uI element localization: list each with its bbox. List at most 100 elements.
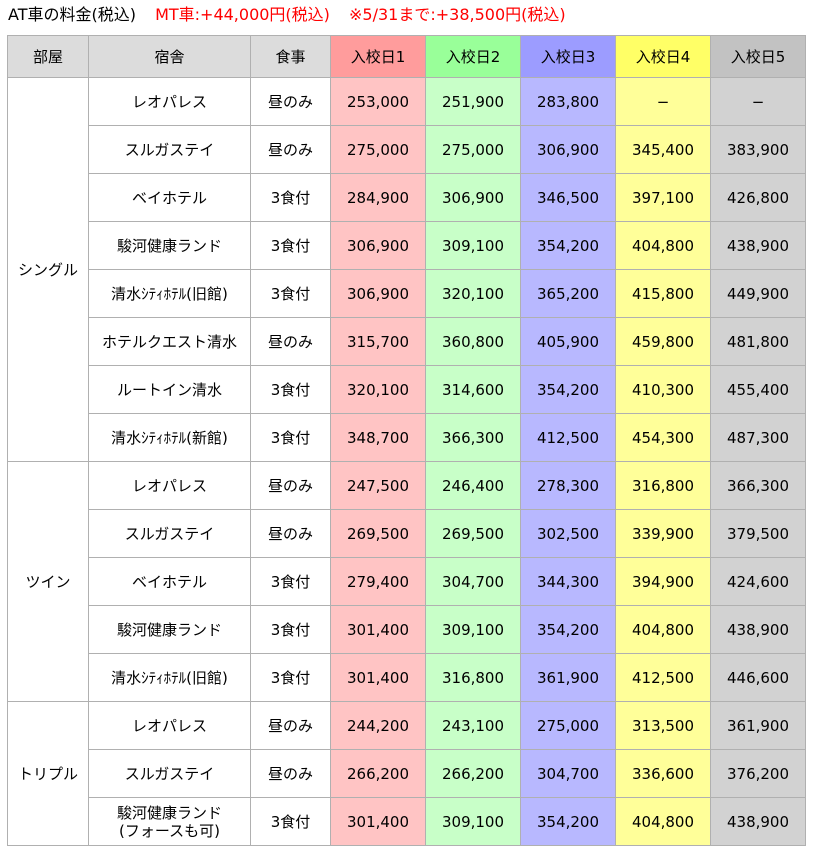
hotel-cell: スルガステイ — [88, 749, 251, 798]
price-cell-day2: 243,100 — [425, 701, 521, 750]
table-row: シングル レオパレス 昼のみ 253,000 251,900 283,800− − — [7, 77, 806, 462]
price-cell-day4: 415,800 — [615, 269, 711, 318]
price-cell-day5: 438,900 — [710, 797, 806, 846]
price-cell-day1: 284,900 — [330, 173, 426, 222]
mt-surcharge-note: MT車:+44,000円(税込) — [155, 5, 330, 24]
price-cell-day5: 438,900 — [710, 605, 806, 654]
hotel-name: ルートイン清水 — [116, 380, 222, 399]
price-cell-day1: 348,700 — [330, 413, 426, 462]
price-cell-day4: 404,800 — [615, 221, 711, 270]
meal-cell: 昼のみ — [250, 749, 331, 798]
table-row: 清水ｼﾃｨﾎﾃﾙ(旧館) 3食付 301,400 316,800 361,900 412,… — [8, 653, 806, 702]
col-header-day3: 入校日3 — [520, 35, 616, 78]
hotel-name: 清水ｼﾃｨﾎﾃﾙ(旧館) — [111, 284, 228, 303]
price-cell-day5: 455,400 — [710, 365, 806, 414]
col-header-day5: 入校日5 — [710, 35, 806, 78]
price-cell-day3: 405,900 — [520, 317, 616, 366]
price-cell-day5: 487,300 — [710, 413, 806, 462]
price-table: 部屋 宿舎 食事 入校日1 入校日2 入校日3 入校日4 入校日5 シングル レオ… — [7, 35, 806, 846]
price-cell-day1: 315,700 — [330, 317, 426, 366]
hotel-name: ベイホテル — [131, 188, 207, 207]
table-row: ホテルクエスト清水 昼のみ 315,700 360,800 405,900 459,800… — [8, 317, 806, 366]
header-row: 部屋 宿舎 食事 入校日1 入校日2 入校日3 入校日4 入校日5 — [7, 35, 806, 78]
table-row: ツイン レオパレス 昼のみ 247,500 246,400 278,300 316,800 3… — [7, 461, 806, 702]
price-cell-day2: 309,100 — [425, 221, 521, 270]
price-cell-day3: 283,800 — [520, 77, 616, 126]
room-type-cell: トリプル — [7, 701, 89, 846]
price-cell-day3: 304,700 — [520, 749, 616, 798]
price-cell-day1: 279,400 — [330, 557, 426, 606]
hotel-cell: 清水ｼﾃｨﾎﾃﾙ(旧館) — [88, 269, 251, 318]
hotel-cell: ベイホテル — [88, 557, 251, 606]
price-cell-day4: 404,800 — [615, 797, 711, 846]
price-cell-day4: − — [615, 77, 711, 126]
hotel-name: 清水ｼﾃｨﾎﾃﾙ(旧館) — [111, 668, 228, 687]
price-cell-day4: 412,500 — [615, 653, 711, 702]
price-cell-day3: 354,200 — [520, 365, 616, 414]
table-row: ルートイン清水 3食付 320,100 314,600 354,200 410,300 45… — [8, 365, 806, 414]
table-row: ベイホテル 3食付 279,400 304,700 344,300 394,900 424,… — [8, 557, 806, 606]
hotel-name: ホテルクエスト清水 — [101, 332, 237, 351]
price-cell-day2: 269,500 — [425, 509, 521, 558]
price-cell-day5: 379,500 — [710, 509, 806, 558]
meal-cell: 3食付 — [250, 365, 331, 414]
price-cell-day1: 301,400 — [330, 605, 426, 654]
price-cell-day1: 266,200 — [330, 749, 426, 798]
col-header-room: 部屋 — [7, 35, 89, 78]
price-cell-day1: 275,000 — [330, 125, 426, 174]
table-row: スルガステイ 昼のみ 275,000 275,000 306,900 345,400 383… — [8, 125, 806, 174]
price-cell-day4: 459,800 — [615, 317, 711, 366]
meal-cell: 3食付 — [250, 269, 331, 318]
price-cell-day3: 354,200 — [520, 605, 616, 654]
price-cell-day4: 394,900 — [615, 557, 711, 606]
price-cell-day2: 304,700 — [425, 557, 521, 606]
hotel-name: 清水ｼﾃｨﾎﾃﾙ(新館) — [111, 428, 228, 447]
price-cell-day1: 247,500 — [330, 461, 426, 510]
meal-cell: 3食付 — [250, 797, 331, 846]
price-cell-day1: 253,000 — [330, 77, 426, 126]
hotel-cell: スルガステイ — [88, 509, 251, 558]
hotel-cell: レオパレス — [88, 77, 251, 126]
price-cell-day2: 275,000 — [425, 125, 521, 174]
meal-cell: 昼のみ — [250, 77, 331, 126]
meal-cell: 3食付 — [250, 221, 331, 270]
price-cell-day4: 404,800 — [615, 605, 711, 654]
price-cell-day1: 269,500 — [330, 509, 426, 558]
price-cell-day1: 306,900 — [330, 269, 426, 318]
hotel-cell: 清水ｼﾃｨﾎﾃﾙ(新館) — [88, 413, 251, 462]
table-row: スルガステイ 昼のみ 269,500 269,500 302,500 339,900 379… — [8, 509, 806, 558]
price-cell-day3: 346,500 — [520, 173, 616, 222]
hotel-cell: ホテルクエスト清水 — [88, 317, 251, 366]
hotel-cell: 駿河健康ランド — [88, 605, 251, 654]
hotel-name: レオパレス — [131, 716, 207, 735]
early-surcharge-note: ※5/31まで:+38,500円(税込) — [349, 5, 566, 24]
hotel-cell: 駿河健康ランド — [88, 221, 251, 270]
price-cell-day2: 309,100 — [425, 797, 521, 846]
hotel-name: スルガステイ — [124, 524, 215, 543]
hotel-cell: 清水ｼﾃｨﾎﾃﾙ(旧館) — [88, 653, 251, 702]
col-header-hotel: 宿舎 — [88, 35, 251, 78]
hotel-cell: レオパレス — [88, 461, 251, 510]
price-cell-day1: 306,900 — [330, 221, 426, 270]
price-header: AT車の料金(税込) MT車:+44,000円(税込) ※5/31まで:+38,… — [8, 5, 566, 25]
table-row: 清水ｼﾃｨﾎﾃﾙ(旧館) 3食付 306,900 320,100 365,200 415,… — [8, 269, 806, 318]
hotel-cell: スルガステイ — [88, 125, 251, 174]
price-cell-day3: 365,200 — [520, 269, 616, 318]
price-cell-day5: 366,300 — [710, 461, 806, 510]
price-cell-day5: 438,900 — [710, 221, 806, 270]
hotel-name: ベイホテル — [131, 572, 207, 591]
room-type-cell: シングル — [7, 77, 89, 462]
price-cell-day5: 376,200 — [710, 749, 806, 798]
price-cell-day5: − — [710, 77, 806, 126]
col-header-day2: 入校日2 — [425, 35, 521, 78]
price-cell-day2: 316,800 — [425, 653, 521, 702]
price-cell-day3: 302,500 — [520, 509, 616, 558]
meal-cell: 昼のみ — [250, 461, 331, 510]
price-cell-day4: 397,100 — [615, 173, 711, 222]
hotel-name: 駿河健康ランド — [116, 236, 222, 255]
price-cell-day2: 251,900 — [425, 77, 521, 126]
price-cell-day2: 320,100 — [425, 269, 521, 318]
price-table-body: シングル レオパレス 昼のみ 253,000 251,900 283,800− − スルガステ… — [7, 77, 806, 846]
price-cell-day3: 275,000 — [520, 701, 616, 750]
col-header-day1: 入校日1 — [330, 35, 426, 78]
